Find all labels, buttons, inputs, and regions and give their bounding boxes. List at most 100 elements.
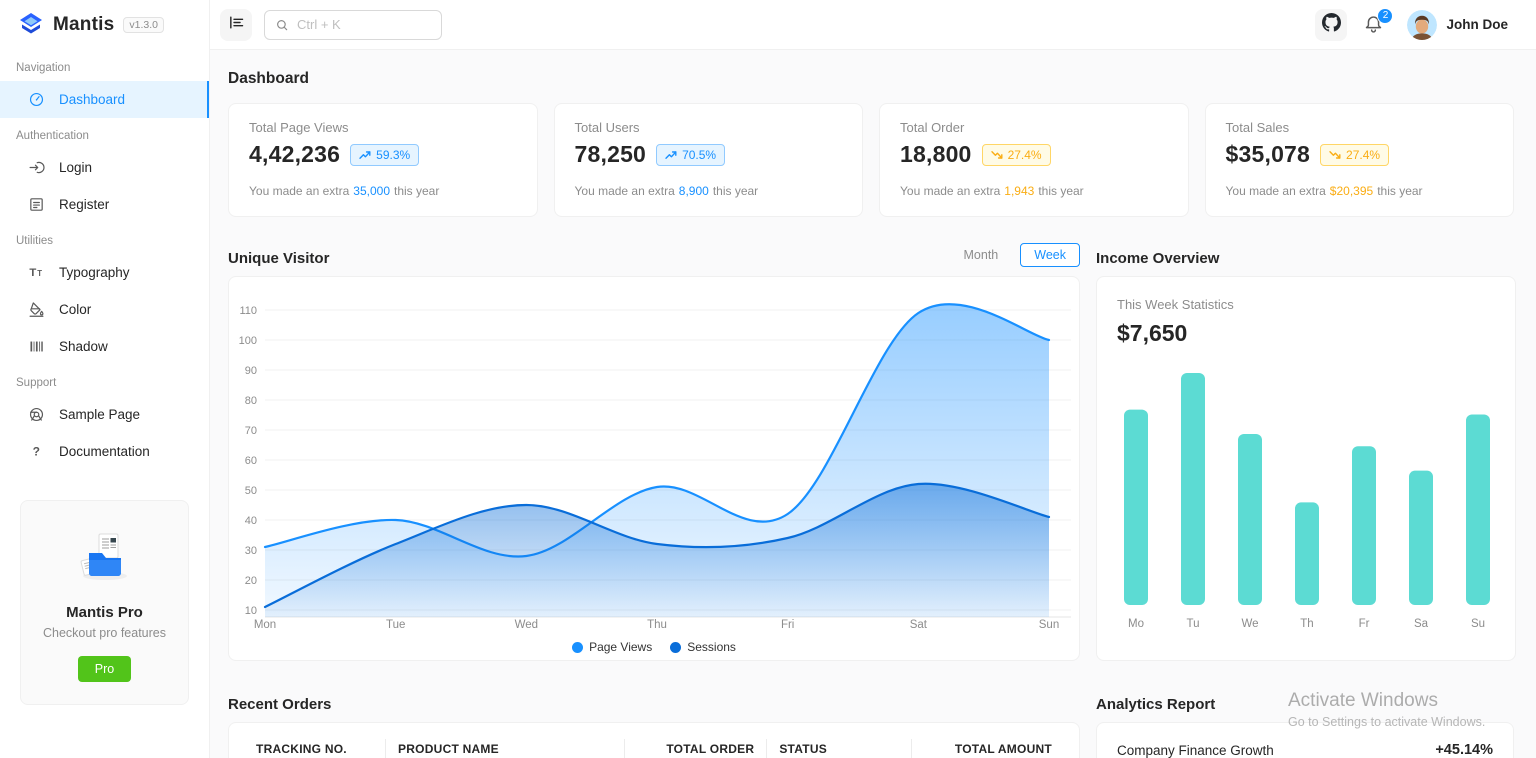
sidebar-item-register[interactable]: Register <box>0 186 209 223</box>
svg-text:Fr: Fr <box>1359 618 1370 630</box>
legend-item-page-views[interactable]: Page Views <box>572 640 652 654</box>
svg-text:Mon: Mon <box>254 619 276 631</box>
sidebar-item-label: Login <box>59 160 93 175</box>
sidebar-item-shadow[interactable]: Shadow <box>0 328 209 365</box>
svg-text:We: We <box>1241 618 1258 630</box>
nav-section-label: Authentication <box>16 130 89 142</box>
svg-text:Wed: Wed <box>515 619 538 631</box>
top-header: 2 John Doe <box>210 0 1536 50</box>
footer-highlight-value: 8,900 <box>678 184 709 198</box>
income-amount: $7,650 <box>1117 320 1188 346</box>
footer-highlight-value: 1,943 <box>1004 184 1035 198</box>
bell-icon <box>1363 15 1384 39</box>
column-header-tracking-no: TRACKING NO. <box>256 741 347 756</box>
sidebar-item-color[interactable]: Color <box>0 291 209 328</box>
logo[interactable]: Mantis v1.3.0 <box>0 0 209 50</box>
svg-text:Thu: Thu <box>647 619 667 631</box>
avatar <box>1407 9 1438 40</box>
sidebar-item-documentation[interactable]: ? Documentation <box>0 433 209 470</box>
trend-chip-value: 27.4% <box>1346 147 1381 162</box>
search-input[interactable] <box>297 17 431 32</box>
income-overview-card: This Week Statistics $7,650 Mo Tu We Th Fr Sa… <box>1096 276 1516 661</box>
trend-chip-value: 70.5% <box>682 147 717 162</box>
footer-highlight-value: $20,395 <box>1329 184 1374 198</box>
stat-card-value: 4,42,236 <box>249 141 341 167</box>
chart-legend: Page Views Sessions <box>229 640 1079 654</box>
period-toggle: Month Week <box>950 243 1080 267</box>
legend-item-sessions[interactable]: Sessions <box>670 640 736 654</box>
notifications-button[interactable]: 2 <box>1363 7 1394 39</box>
svg-text:80: 80 <box>245 395 257 407</box>
app-name: Mantis <box>53 14 115 35</box>
svg-text:20: 20 <box>245 575 257 587</box>
month-toggle-button[interactable]: Month <box>950 243 1013 267</box>
nav-section-label: Support <box>16 377 57 389</box>
stat-card-total-users: Total Users 78,250 70.5% You made an extra 8… <box>553 103 863 217</box>
stat-card-footer: You made an extra 1,943 this year <box>900 184 1168 198</box>
svg-text:T: T <box>37 269 42 278</box>
sidebar-item-login[interactable]: Login <box>0 149 209 186</box>
mantis-pro-icon <box>31 529 178 588</box>
user-name: John Doe <box>1446 17 1508 32</box>
pro-button[interactable]: Pro <box>77 656 132 682</box>
stat-cards-row: Total Page Views 4,42,236 59.3% You made an… <box>228 103 1514 217</box>
menu-fold-icon <box>228 14 245 36</box>
stat-card-label: Total Order <box>900 120 965 135</box>
sidebar-item-dashboard[interactable]: Dashboard <box>0 81 209 118</box>
mantis-pro-title: Mantis Pro <box>66 604 143 621</box>
stat-card-label: Total Sales <box>1225 120 1290 135</box>
svg-text:Sat: Sat <box>910 619 928 631</box>
svg-text:Su: Su <box>1471 618 1485 630</box>
income-bar-chart[interactable]: Mo Tu We Th Fr Sa Su <box>1117 351 1495 641</box>
legend-dot <box>572 641 584 653</box>
trend-chip: 59.3% <box>350 143 420 166</box>
svg-text:10: 10 <box>245 605 257 617</box>
footer-suffix: this year <box>1377 184 1423 198</box>
sidebar-toggle-button[interactable] <box>220 8 252 41</box>
footer-suffix: this year <box>712 184 759 198</box>
version-badge: v1.3.0 <box>123 17 164 33</box>
stat-value-row: 4,42,236 59.3% <box>249 141 517 168</box>
legend-dot <box>670 641 682 653</box>
global-search[interactable] <box>264 9 442 40</box>
notification-count-badge: 2 <box>1377 7 1394 24</box>
sidebar-item-label: Sample Page <box>59 407 141 422</box>
stat-card-label: Total Users <box>574 120 640 135</box>
svg-text:Fri: Fri <box>781 619 794 631</box>
trend-chip: 27.4% <box>981 143 1051 166</box>
svg-text:50: 50 <box>245 485 257 497</box>
svg-text:Th: Th <box>1300 618 1313 630</box>
stat-value-row: $35,078 27.4% <box>1226 141 1494 168</box>
sidebar-item-label: Dashboard <box>59 92 126 107</box>
github-icon <box>1321 12 1341 37</box>
stat-card-total-sales: Total Sales $35,078 27.4% You made an extra… <box>1204 103 1514 217</box>
week-toggle-button[interactable]: Week <box>1020 243 1080 267</box>
footer-prefix: You made an extra <box>1225 184 1326 198</box>
stat-card-value: 78,250 <box>574 141 647 167</box>
stat-card-footer: You made an extra $20,395 this year <box>1226 184 1494 198</box>
orders-table-header: TRACKING NO. PRODUCT NAME TOTAL ORDER STATU… <box>244 727 1064 758</box>
svg-text:Sun: Sun <box>1039 619 1059 631</box>
user-menu[interactable]: John Doe <box>1401 6 1514 44</box>
unique-visitor-title: Unique Visitor <box>228 250 330 267</box>
svg-text:70: 70 <box>245 425 257 437</box>
stat-card-footer: You made an extra 8,900 this year <box>575 184 843 198</box>
trending-down-icon <box>1329 149 1341 161</box>
trending-down-icon <box>990 149 1003 161</box>
sidebar: Mantis v1.3.0 Navigation Dashboard Authent… <box>0 0 210 758</box>
sidebar-item-sample-page[interactable]: Sample Page <box>0 396 209 433</box>
svg-text:40: 40 <box>245 515 257 527</box>
register-icon <box>28 196 45 213</box>
sidebar-item-typography[interactable]: T T Typography <box>0 254 209 291</box>
nav-section-label: Utilities <box>16 235 54 247</box>
stat-card-footer: You made an extra 35,000 this year <box>249 184 517 198</box>
login-icon <box>28 159 45 176</box>
svg-text:Mo: Mo <box>1128 618 1144 630</box>
github-button[interactable] <box>1315 8 1348 41</box>
unique-visitor-chart[interactable]: 10 20 30 40 50 60 70 80 90 100 110 Mon Tue Wed Thu Fri S… <box>229 283 1079 635</box>
trending-up-icon <box>665 149 677 161</box>
footer-prefix: You made an extra <box>249 184 350 198</box>
footer-prefix: You made an extra <box>900 184 1001 198</box>
trend-chip: 27.4% <box>1320 143 1390 166</box>
sidebar-item-label: Color <box>59 302 92 317</box>
